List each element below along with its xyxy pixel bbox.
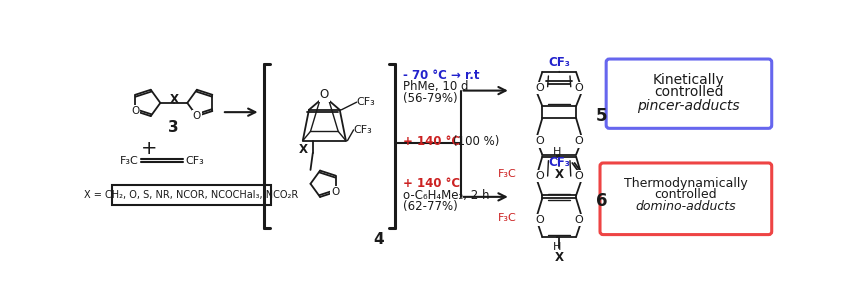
Text: controlled: controlled	[654, 85, 723, 99]
FancyBboxPatch shape	[112, 185, 272, 205]
Text: O: O	[574, 137, 583, 146]
Text: CF₃: CF₃	[186, 156, 204, 166]
Text: X: X	[170, 93, 178, 105]
Text: O: O	[574, 83, 583, 93]
Text: O: O	[574, 171, 583, 181]
Text: +: +	[140, 139, 157, 158]
Text: CF₃: CF₃	[548, 56, 570, 69]
FancyBboxPatch shape	[600, 163, 772, 235]
Text: O: O	[320, 88, 329, 101]
Text: F₃C: F₃C	[498, 169, 517, 179]
Text: o-C₆H₄Me₂, 2 h: o-C₆H₄Me₂, 2 h	[403, 189, 490, 202]
Text: 3: 3	[168, 120, 179, 135]
Text: 5: 5	[596, 107, 607, 125]
Text: Kinetically: Kinetically	[653, 73, 724, 87]
Text: O: O	[535, 137, 544, 146]
FancyBboxPatch shape	[606, 59, 772, 128]
Text: CF₃: CF₃	[356, 97, 375, 107]
Text: O: O	[131, 106, 139, 116]
Text: O: O	[331, 187, 340, 197]
Text: Thermodynamically: Thermodynamically	[624, 176, 747, 190]
Text: PhMe, 10 d: PhMe, 10 d	[403, 80, 468, 93]
Text: F₃C: F₃C	[498, 213, 517, 224]
Text: (56-79%): (56-79%)	[403, 92, 458, 105]
Text: O: O	[535, 83, 544, 93]
Text: O: O	[193, 111, 201, 121]
Text: CF₃: CF₃	[354, 125, 372, 135]
Text: H: H	[553, 147, 561, 157]
Text: H: H	[553, 241, 561, 251]
Text: 6: 6	[596, 192, 607, 210]
Text: O: O	[535, 215, 544, 225]
Text: 4: 4	[373, 231, 384, 246]
Text: O: O	[574, 215, 583, 225]
Text: - 70 °C → r.t: - 70 °C → r.t	[403, 69, 479, 82]
Text: X = CH₂, O, S, NR, NCOR, NCOCHal₃, NCO₂R: X = CH₂, O, S, NR, NCOR, NCOCHal₃, NCO₂R	[84, 190, 298, 200]
Text: CF₃: CF₃	[548, 156, 570, 169]
Text: + 140 °C: + 140 °C	[403, 177, 460, 190]
Text: pincer-adducts: pincer-adducts	[638, 99, 740, 113]
Text: X: X	[554, 251, 564, 264]
Text: F₃C: F₃C	[120, 156, 138, 166]
Text: domino-adducts: domino-adducts	[635, 200, 736, 213]
Text: controlled: controlled	[654, 188, 717, 201]
Text: (62-77%): (62-77%)	[403, 200, 458, 213]
Text: X: X	[554, 168, 564, 181]
Text: + 140 °C: + 140 °C	[403, 135, 460, 148]
Text: (100 %): (100 %)	[453, 135, 499, 148]
Text: X: X	[298, 143, 307, 156]
Text: O: O	[535, 171, 544, 181]
